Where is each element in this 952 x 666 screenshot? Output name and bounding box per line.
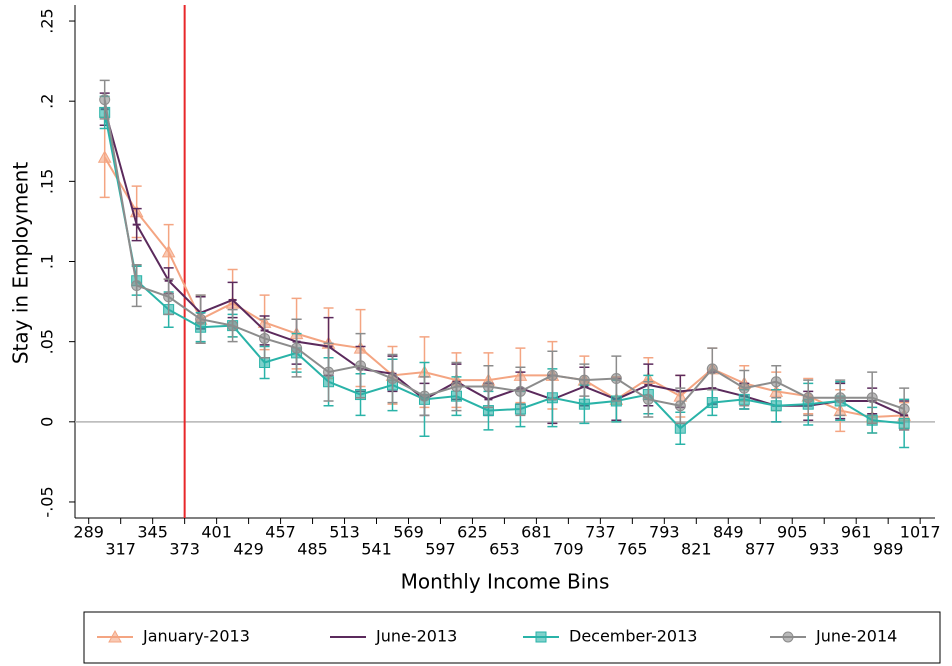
marker [355,360,367,372]
marker [866,392,878,404]
x-tick-label: 597 [425,540,456,559]
marker [131,280,143,292]
x-tick-label: 653 [489,540,520,559]
x-tick-label: 1017 [900,523,941,542]
marker [706,397,718,409]
y-tick-label: .05 [38,329,57,354]
y-tick-label: .15 [38,169,57,194]
marker [482,381,494,393]
x-tick-label: 793 [649,523,680,542]
marker [642,393,654,405]
legend-marker [535,631,547,643]
marker [291,342,303,354]
series-line [103,156,905,419]
marker [450,381,462,393]
y-tick-label: .2 [38,94,57,109]
legend-marker [782,631,794,643]
legend-label: June-2014 [815,627,897,646]
y-axis-label: Stay in Employment [9,162,33,364]
series-line [103,112,905,430]
marker [898,403,910,415]
marker [770,400,782,412]
marker [674,400,686,412]
x-tick-label: 681 [521,523,552,542]
x-tick-label: 961 [841,523,872,542]
marker [738,382,750,394]
y-tick-label: 0 [38,417,57,427]
x-tick-label: 569 [393,523,424,542]
legend-label: December-2013 [569,627,697,646]
x-tick-label: 737 [585,523,616,542]
x-tick-label: 821 [681,540,712,559]
x-tick-label: 541 [361,540,392,559]
marker [546,369,558,381]
legend-marker [108,629,122,643]
marker [323,366,335,378]
x-tick-label: 849 [713,523,744,542]
x-tick-label: 373 [169,540,200,559]
x-tick-label: 709 [553,540,584,559]
x-tick-label: 401 [201,523,232,542]
x-tick-label: 513 [329,523,360,542]
marker [227,320,239,332]
marker [195,313,207,325]
x-tick-label: 345 [137,523,168,542]
x-tick-label: 429 [233,540,264,559]
marker [578,398,590,410]
y-tick-label: .25 [38,8,57,33]
marker [514,385,526,397]
marker [770,376,782,388]
marker [610,373,622,385]
marker [578,374,590,386]
legend-box [83,611,941,664]
marker [834,392,846,404]
x-axis-label: Monthly Income Bins [401,570,610,594]
x-tick-label: 457 [265,523,296,542]
marker [99,94,111,106]
y-tick-label: .1 [38,254,57,269]
marker [387,373,399,385]
marker [259,356,271,368]
legend-label: January-2013 [142,627,250,646]
y-tick-label: -.05 [38,486,57,517]
x-tick-label: 485 [297,540,328,559]
marker [706,363,718,375]
x-tick-label: 989 [873,540,904,559]
x-tick-label: 289 [73,523,104,542]
x-tick-label: 933 [809,540,840,559]
marker [97,150,112,163]
marker [674,422,686,434]
marker [161,244,176,258]
x-tick-label: 905 [777,523,808,542]
x-tick-label: 877 [745,540,776,559]
x-tick-label: 765 [617,540,648,559]
marker [418,390,430,402]
legend-label: June-2013 [375,627,457,646]
x-tick-label: 317 [105,540,136,559]
marker [163,291,175,303]
series-line [103,99,905,410]
series-line [103,108,905,417]
marker [259,332,271,344]
x-tick-label: 625 [457,523,488,542]
marker [802,392,814,404]
